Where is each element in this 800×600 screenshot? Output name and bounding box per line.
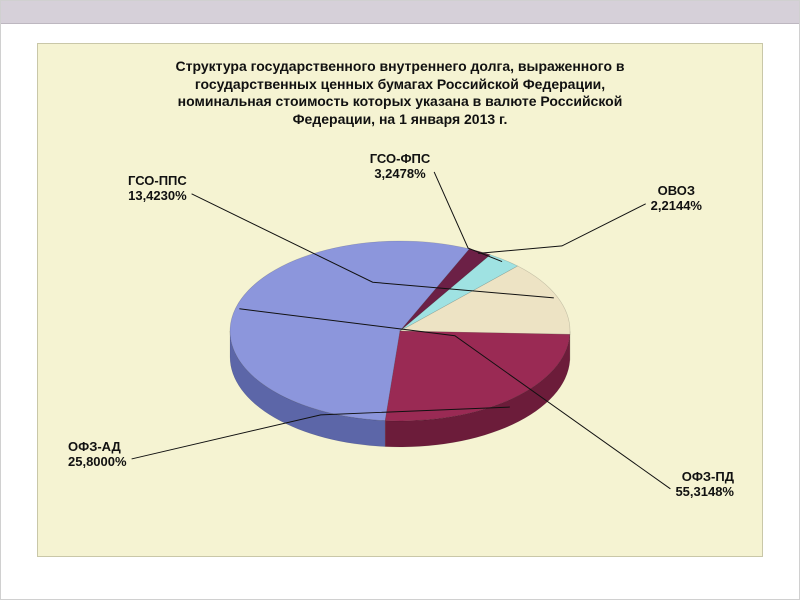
chart-title: Структура государственного внутреннего д… [38,58,762,128]
slice-label-gso-pps: ГСО-ППС13,4230% [128,174,187,204]
pie-svg [190,181,610,501]
chart-panel: Структура государственного внутреннего д… [37,43,763,557]
outer-frame: Структура государственного внутреннего д… [0,0,800,600]
slice-ОФЗ-АД [385,331,570,421]
window-top-bar [1,1,799,24]
slice-label-ofz-ad: ОФЗ-АД25,8000% [68,440,127,470]
pie-chart [190,181,610,501]
slice-label-ovoz: ОВОЗ2,2144% [651,184,702,214]
slice-label-ofz-pd: ОФЗ-ПД55,3148% [675,470,734,500]
slice-label-gso-fps: ГСО-ФПС3,2478% [370,152,431,182]
